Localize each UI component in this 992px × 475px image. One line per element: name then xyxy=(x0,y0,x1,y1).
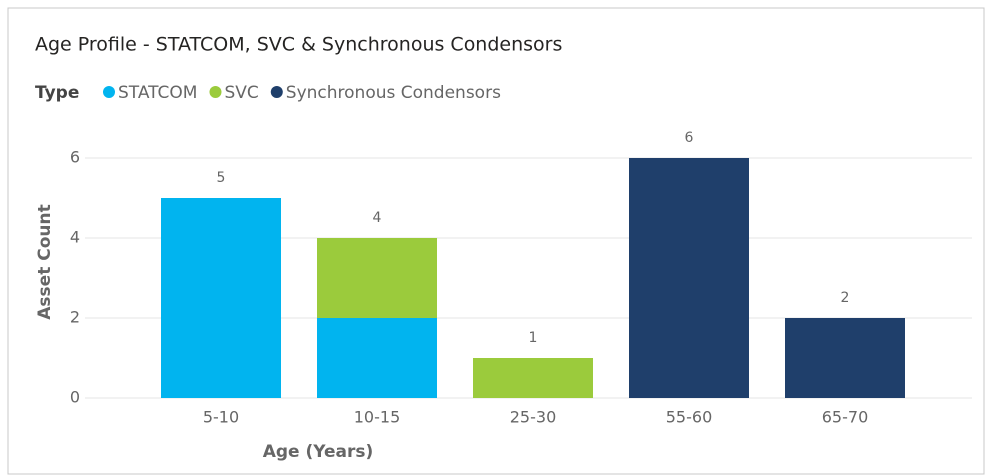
x-tick-label: 65-70 xyxy=(822,408,869,427)
total-label: 2 xyxy=(841,290,850,306)
x-tick-label: 10-15 xyxy=(354,408,401,427)
total-label: 6 xyxy=(685,130,694,146)
y-tick-label: 6 xyxy=(70,148,80,167)
legend-label: STATCOM xyxy=(118,83,197,103)
bar-segment xyxy=(785,318,905,398)
legend-swatch xyxy=(103,86,115,98)
legend-label: SVC xyxy=(224,83,258,103)
x-tick-label: 55-60 xyxy=(666,408,713,427)
card xyxy=(7,7,985,475)
bar-segment xyxy=(629,158,749,398)
y-axis-title: Asset Count xyxy=(35,204,55,319)
x-axis-title: Age (Years) xyxy=(263,442,374,462)
bar-segment xyxy=(317,318,437,398)
legend-swatch xyxy=(209,86,222,98)
x-tick-label: 5-10 xyxy=(203,408,239,427)
bar-segment xyxy=(317,238,437,318)
x-tick-label: 25-30 xyxy=(510,408,557,427)
y-tick-label: 0 xyxy=(70,388,80,407)
bar-segment xyxy=(473,358,593,398)
total-label: 5 xyxy=(217,170,226,186)
legend-swatch xyxy=(270,86,283,98)
y-tick-label: 4 xyxy=(70,228,80,247)
legend-label: Synchronous Condensors xyxy=(286,83,501,103)
y-tick-label: 2 xyxy=(70,308,80,327)
legend-title: Type xyxy=(35,83,79,103)
total-label: 4 xyxy=(373,210,382,226)
total-label: 1 xyxy=(529,330,538,346)
chart-title: Age Profile - STATCOM, SVC & Synchronous… xyxy=(35,34,562,56)
bar-segment xyxy=(161,198,281,398)
